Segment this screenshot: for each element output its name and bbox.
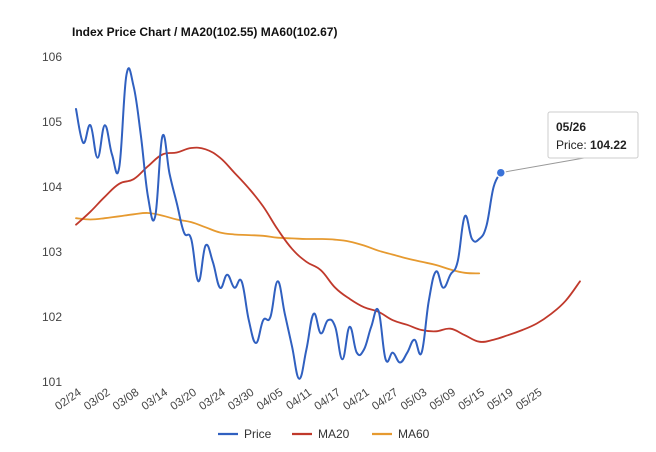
- x-tick-label: 03/24: [197, 386, 228, 413]
- x-tick-label: 04/27: [370, 387, 400, 413]
- legend-label: Price: [244, 427, 272, 441]
- tooltip: 05/26 Price: 104.22: [495, 111, 639, 178]
- x-tick-label: 05/09: [428, 387, 458, 413]
- series-line-price: [75, 67, 502, 380]
- x-tick-label: 03/08: [111, 387, 141, 413]
- x-tick-label: 04/05: [255, 387, 285, 413]
- series-line-ma20: [75, 146, 581, 343]
- series-line-ma60: [75, 212, 481, 275]
- legend-item-ma60[interactable]: MA60: [372, 427, 430, 441]
- x-tick-label: 05/15: [456, 387, 486, 413]
- y-tick-label: 102: [42, 310, 62, 324]
- x-tick-label: 05/19: [485, 387, 515, 413]
- x-tick-label: 04/21: [341, 387, 371, 413]
- series-lines: [75, 67, 581, 380]
- x-tick-label: 03/14: [140, 386, 171, 413]
- y-tick-label: 103: [42, 245, 62, 259]
- legend-item-price[interactable]: Price: [218, 427, 272, 441]
- highlighted-point[interactable]: [495, 167, 507, 178]
- chart-title: Index Price Chart / MA20(102.55) MA60(10…: [72, 25, 337, 39]
- x-tick-label: 05/25: [514, 387, 544, 413]
- x-tick-label: 02/24: [53, 386, 84, 413]
- x-tick-label: 03/02: [82, 387, 112, 413]
- y-axis: 101 102 103 104 105 106: [42, 50, 62, 389]
- legend: Price MA20 MA60: [218, 427, 430, 441]
- legend-label: MA60: [398, 427, 430, 441]
- y-tick-label: 101: [42, 375, 62, 389]
- x-axis: 02/2403/0203/0803/1403/2003/2403/3004/05…: [53, 386, 544, 413]
- y-tick-label: 106: [42, 50, 62, 64]
- y-tick-label: 104: [42, 180, 62, 194]
- tooltip-label: Price: 104.22: [556, 138, 627, 152]
- y-tick-label: 105: [42, 115, 62, 129]
- x-tick-label: 04/11: [284, 387, 314, 413]
- x-tick-label: 03/20: [168, 387, 198, 413]
- tooltip-box: [547, 111, 639, 159]
- legend-label: MA20: [318, 427, 350, 441]
- x-tick-label: 05/03: [399, 387, 429, 413]
- x-tick-label: 03/30: [226, 387, 256, 413]
- tooltip-value: 104.22: [590, 138, 627, 152]
- tooltip-date: 05/26: [556, 120, 586, 134]
- tooltip-pointer: [500, 157, 585, 174]
- x-tick-label: 04/17: [312, 387, 342, 413]
- legend-item-ma20[interactable]: MA20: [292, 427, 350, 441]
